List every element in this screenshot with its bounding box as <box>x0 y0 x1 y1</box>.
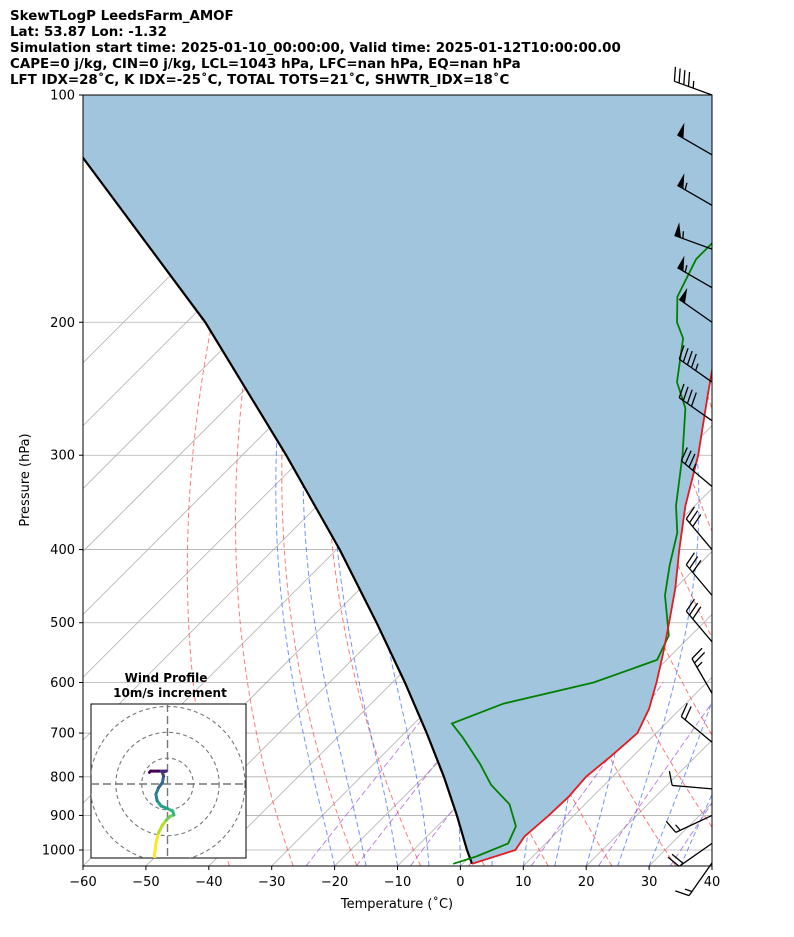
hodograph-segment <box>153 841 158 856</box>
title-station: SkewTLogP LeedsFarm_AMOF <box>10 9 234 24</box>
dry-adiabat <box>281 95 358 866</box>
y-tick-label: 400 <box>50 543 75 558</box>
x-tick-label: 10 <box>515 875 532 890</box>
y-axis-label: Pressure (hPa) <box>18 433 33 526</box>
x-tick-label: −30 <box>258 875 285 890</box>
wind-barb <box>680 447 713 487</box>
mixing-ratio-line <box>597 701 712 866</box>
wind-barb <box>678 345 713 383</box>
wind-barb <box>677 122 713 156</box>
x-tick-label: 0 <box>456 875 464 890</box>
profiles <box>83 155 712 865</box>
wind-barb <box>685 552 713 596</box>
wind-barb <box>680 703 713 743</box>
y-tick-label: 100 <box>50 89 75 104</box>
dry-adiabat <box>762 95 794 866</box>
hodograph-segment <box>147 769 153 774</box>
hodograph-title: Wind Profile <box>125 671 208 685</box>
y-tick-label: 900 <box>50 809 75 824</box>
dry-adiabat <box>186 95 274 866</box>
dry-adiabat <box>235 95 306 866</box>
title-indices: LFT IDX=28˚C, K IDX=-25˚C, TOTAL TOTS=21… <box>10 73 510 88</box>
y-tick-label: 800 <box>50 770 75 785</box>
y-tick-label: 500 <box>50 616 75 631</box>
wind-barb <box>674 222 713 250</box>
x-tick-label: 40 <box>704 875 721 890</box>
wind-barb <box>677 255 713 289</box>
wind-barb <box>678 287 713 323</box>
dewpoint-line <box>450 241 712 865</box>
mixing-ratio-line <box>669 802 712 866</box>
y-tick-label: 200 <box>50 316 75 331</box>
x-tick-label: −60 <box>69 875 96 890</box>
wind-barb <box>668 771 713 790</box>
moist-adiabat <box>680 793 712 866</box>
y-tick-label: 300 <box>50 449 75 464</box>
wind-barb <box>678 383 713 422</box>
title-cape: CAPE=0 j/kg, CIN=0 j/kg, LCL=1043 hPa, L… <box>10 57 521 72</box>
temperature-line <box>471 304 712 865</box>
isotherm-line <box>523 676 712 866</box>
dry-adiabat <box>729 95 794 866</box>
wind-barb <box>673 66 713 96</box>
wind-barb <box>667 842 713 867</box>
wind-barb <box>665 814 713 833</box>
wind-barb <box>691 647 713 694</box>
hodograph-segment <box>154 831 160 845</box>
mixing-ratio-line <box>530 682 664 866</box>
hodograph-subtitle: 10m/s increment <box>113 686 227 700</box>
moist-adiabat <box>617 95 700 866</box>
cape-cin-shading <box>83 95 712 864</box>
title-times: Simulation start time: 2025-01-10_00:00:… <box>10 41 621 56</box>
hodograph-inset: Wind Profile 10m/s increment <box>90 671 247 859</box>
x-tick-label: −50 <box>132 875 159 890</box>
x-tick-label: 20 <box>578 875 595 890</box>
x-tick-label: −20 <box>321 875 348 890</box>
wind-barb <box>685 506 713 550</box>
y-tick-label: 700 <box>50 727 75 742</box>
title-latlon: Lat: 53.87 Lon: -1.32 <box>10 25 167 40</box>
moist-adiabat <box>648 699 712 866</box>
y-tick-label: 1000 <box>42 844 75 859</box>
moist-adiabat <box>711 864 712 866</box>
wind-barb <box>675 862 713 897</box>
x-tick-label: −40 <box>195 875 222 890</box>
x-tick-label: −10 <box>384 875 411 890</box>
parcel-profile-line <box>83 155 474 865</box>
wind-barb <box>677 173 713 206</box>
wind-barb <box>685 598 713 643</box>
y-tick-label: 600 <box>50 676 75 691</box>
x-tick-label: 30 <box>641 875 658 890</box>
shaded-region <box>83 95 712 864</box>
isotherm-line <box>711 865 712 866</box>
dry-adiabat <box>663 95 712 411</box>
x-axis-label: Temperature (˚C) <box>340 896 453 912</box>
